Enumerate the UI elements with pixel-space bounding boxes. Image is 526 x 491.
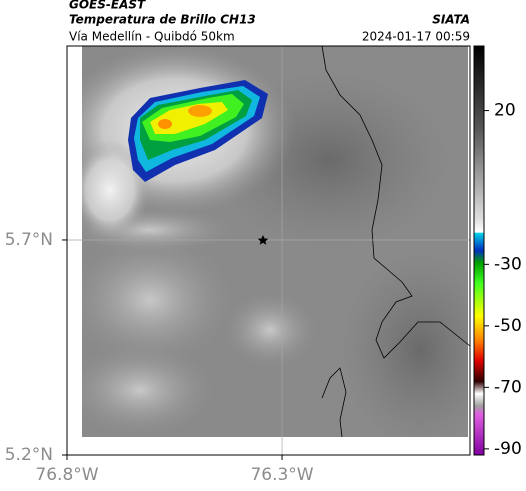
imagery bbox=[82, 46, 468, 437]
colorbar-tick-label: -70 bbox=[494, 377, 522, 397]
colorbar-tick-label: -30 bbox=[494, 254, 522, 274]
subtitle: Temperatura de Brillo CH13 bbox=[69, 13, 256, 27]
source: SIATA bbox=[432, 13, 470, 27]
borders bbox=[321, 45, 471, 438]
colorbar bbox=[473, 45, 485, 456]
x-tick-label: 76.3°W bbox=[250, 465, 313, 485]
route: Vía Medellín - Quibdó 50km bbox=[69, 30, 235, 44]
title: GOES-EAST bbox=[69, 0, 146, 12]
y-tick-label: 5.2°N bbox=[5, 445, 53, 465]
cloud-top bbox=[128, 80, 268, 182]
colorbar-tick-label: -50 bbox=[494, 316, 522, 336]
timestamp: 2024-01-17 00:59 bbox=[362, 30, 470, 44]
map-frame bbox=[66, 45, 471, 456]
colorbar-tick-label: 20 bbox=[494, 101, 516, 121]
colorbar-tick-label: -90 bbox=[494, 439, 522, 459]
y-tick-label: 5.7°N bbox=[5, 230, 53, 250]
location-marker bbox=[257, 235, 269, 245]
x-tick-label: 76.8°W bbox=[35, 465, 98, 485]
